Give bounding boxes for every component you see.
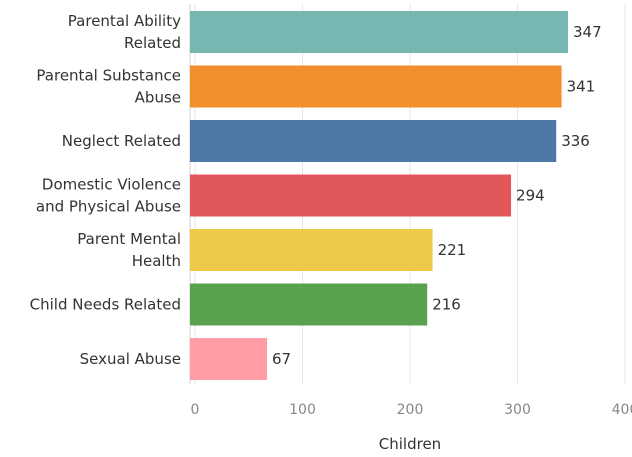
bar <box>190 11 569 53</box>
bar <box>190 174 512 217</box>
x-tick-label: 200 <box>397 402 424 418</box>
category-label: Parental Substance <box>36 67 181 85</box>
data-label: 67 <box>272 350 291 368</box>
bar <box>190 229 433 271</box>
category-label: Abuse <box>135 89 181 107</box>
x-axis-tick-layer: 0 100 200 300 400 <box>191 402 632 418</box>
category-label: Child Needs Related <box>30 296 181 314</box>
category-label: and Physical Abuse <box>36 198 181 216</box>
bar <box>190 283 428 326</box>
category-label: Health <box>132 252 181 270</box>
category-label-layer: Parental Ability Related Parental Substanc… <box>30 12 181 368</box>
data-label: 216 <box>432 296 461 314</box>
category-label: Domestic Violence <box>42 176 181 194</box>
data-label: 294 <box>516 187 545 205</box>
value-label-layer: 347 341 336 294 221 216 67 <box>272 23 602 368</box>
bar-layer <box>190 11 569 380</box>
data-label: 336 <box>561 132 590 150</box>
bar <box>190 338 268 380</box>
bar <box>190 120 557 162</box>
category-label: Parent Mental <box>77 230 181 248</box>
category-label: Sexual Abuse <box>80 350 181 368</box>
x-tick-label: 0 <box>191 402 200 418</box>
bar <box>190 65 562 108</box>
data-label: 341 <box>567 78 596 96</box>
x-tick-label: 400 <box>612 402 632 418</box>
category-label: Parental Ability <box>68 12 181 30</box>
x-tick-label: 300 <box>504 402 531 418</box>
data-label: 347 <box>573 23 602 41</box>
category-label: Neglect Related <box>62 132 181 150</box>
data-label: 221 <box>438 241 467 259</box>
x-tick-label: 100 <box>289 402 316 418</box>
category-label: Related <box>124 34 181 52</box>
x-axis-title: Children <box>379 435 441 453</box>
